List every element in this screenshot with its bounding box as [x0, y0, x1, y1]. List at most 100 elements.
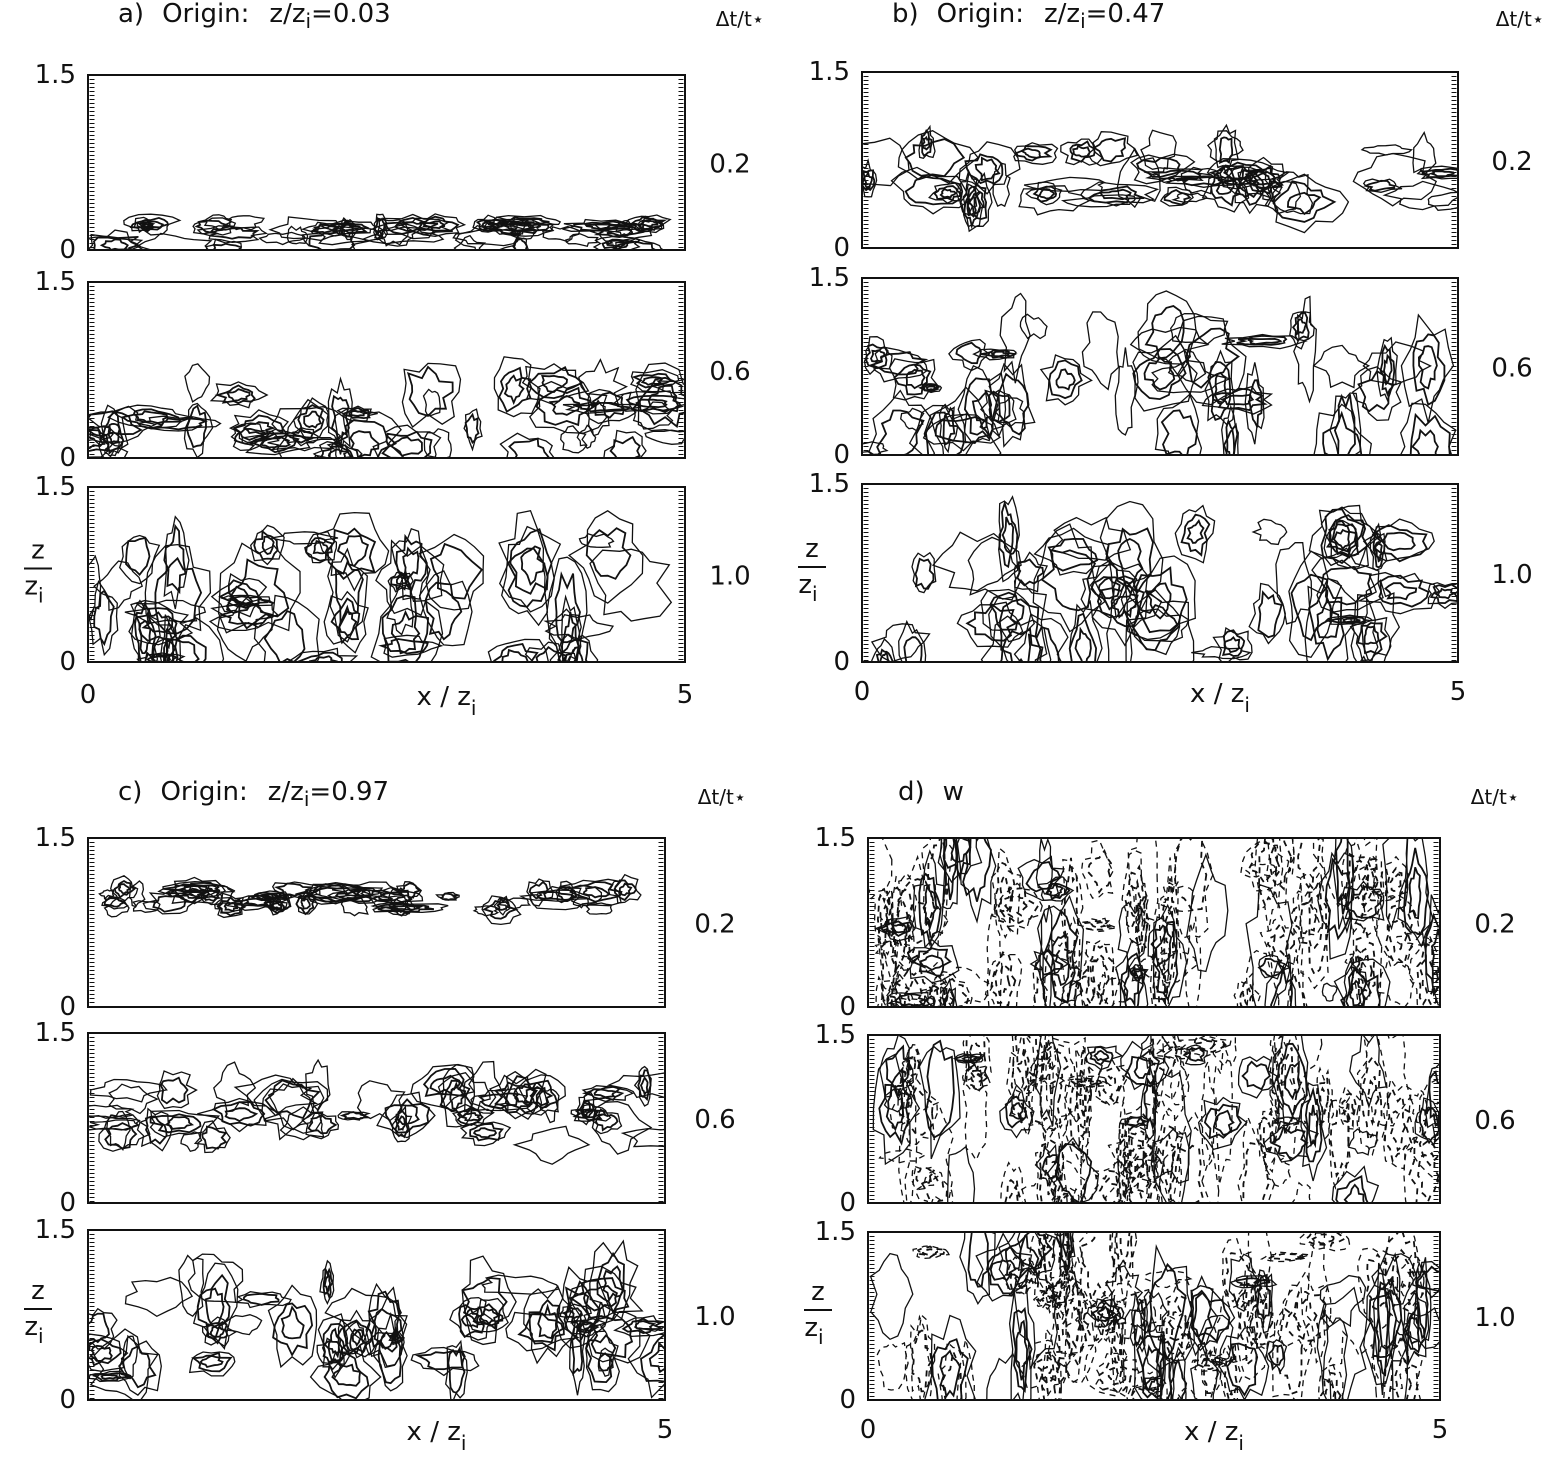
- contour-line: [1383, 582, 1418, 601]
- contour-line: [879, 1035, 914, 1101]
- contour-line: [1258, 1110, 1276, 1161]
- contour-line: [523, 1079, 559, 1109]
- contour-line: [218, 602, 275, 626]
- contour-line: [1389, 873, 1402, 893]
- contour-line: [1187, 1046, 1205, 1062]
- contour-line: [360, 226, 445, 245]
- contour-line: [579, 1108, 600, 1119]
- time-label: 1.0: [1474, 1303, 1515, 1333]
- text-part: x / z: [1190, 679, 1244, 709]
- contour-line: [166, 639, 200, 662]
- contour-line: [998, 598, 1042, 662]
- time-header: Δt/t⋆: [1471, 785, 1520, 809]
- contour-line: [603, 429, 647, 458]
- contour-line: [931, 1338, 969, 1400]
- contour-line: [449, 1296, 493, 1341]
- contour-line: [487, 638, 549, 662]
- contour-line: [1343, 852, 1376, 927]
- contour-line: [988, 362, 1036, 448]
- contour-line: [537, 1303, 558, 1340]
- contour-line: [201, 1125, 228, 1150]
- contour-line: [1004, 1177, 1024, 1203]
- contour-line: [903, 975, 927, 1007]
- contour-line: [1384, 903, 1414, 966]
- contour-line: [1340, 966, 1381, 1007]
- contour-line: [1237, 167, 1290, 189]
- plot-frame: [87, 281, 686, 459]
- contour-line: [1424, 912, 1440, 997]
- time-label: 0.6: [1474, 1106, 1515, 1136]
- contour-line: [937, 1340, 967, 1400]
- contour-line: [263, 609, 306, 662]
- contour-line: [258, 231, 307, 246]
- contour-line: [449, 1081, 467, 1111]
- contour-line: [322, 1267, 334, 1301]
- contour-line: [1135, 566, 1188, 634]
- contour-line: [1252, 1269, 1273, 1334]
- contour-line: [1363, 1252, 1409, 1386]
- y-tick-label: 1.5: [809, 57, 850, 87]
- contour-line: [1285, 1290, 1327, 1343]
- time-label: 0.2: [709, 150, 750, 180]
- contour-line: [205, 1321, 229, 1345]
- contour-line: [1023, 176, 1106, 192]
- contour-line: [535, 386, 595, 427]
- contour-line: [370, 902, 449, 914]
- panel-title: d) w: [898, 777, 964, 807]
- contour-line: [1039, 1294, 1054, 1305]
- contour-line: [1171, 838, 1214, 939]
- contour-line: [1434, 587, 1456, 600]
- contour-line: [472, 1303, 504, 1331]
- contour-line: [989, 591, 1025, 631]
- contour-line: [128, 880, 146, 908]
- contour-line: [204, 1287, 225, 1326]
- contour-line: [1236, 334, 1288, 346]
- text-part: =0.03: [311, 0, 391, 29]
- contour-line: [314, 885, 349, 899]
- contour-line: [1276, 1307, 1306, 1396]
- text-part: i: [305, 9, 311, 33]
- y-axis-label: zi: [804, 1313, 823, 1349]
- contour-line: [1385, 866, 1408, 900]
- contour-line: [1063, 857, 1080, 955]
- contour-line: [640, 376, 665, 386]
- contour-line: [1157, 1312, 1190, 1364]
- contour-line: [972, 348, 1017, 361]
- contour-line: [528, 380, 608, 434]
- contour-line: [511, 218, 535, 241]
- contour-line: [1043, 1233, 1069, 1308]
- contour-line: [1014, 1035, 1046, 1092]
- contour-line: [583, 1285, 618, 1312]
- contour-line: [1143, 1076, 1157, 1131]
- contour-line: [1185, 327, 1240, 389]
- contour-line: [1036, 1327, 1062, 1400]
- contour-line: [1125, 589, 1195, 662]
- contour-line: [1133, 1314, 1166, 1400]
- contour-line: [1061, 1104, 1085, 1203]
- contour-line: [942, 838, 958, 901]
- contour-line: [1332, 838, 1355, 935]
- contour-line: [1333, 393, 1356, 455]
- x-axis-label: x / zi: [1190, 679, 1250, 717]
- contour-line: [959, 1232, 996, 1305]
- contour-line: [1251, 518, 1288, 546]
- text-part: Origin:: [160, 777, 247, 807]
- contour-line: [1275, 542, 1313, 625]
- contour-line: [1201, 1059, 1218, 1167]
- contour-line: [1357, 1035, 1389, 1157]
- contour-line: [1411, 428, 1439, 455]
- contour-line: [191, 1351, 233, 1373]
- contour-line: [309, 1345, 382, 1400]
- contour-line: [1004, 1233, 1040, 1280]
- contour-line: [1001, 516, 1015, 555]
- contour-line: [606, 1072, 665, 1099]
- contour-line: [1276, 1042, 1308, 1119]
- contour-line: [356, 1080, 406, 1122]
- contour-line: [1394, 1354, 1413, 1400]
- contour-line: [1396, 1253, 1425, 1309]
- contour-line: [596, 1251, 625, 1315]
- time-label: 0.6: [694, 1105, 735, 1135]
- contour-line: [1102, 1073, 1121, 1100]
- contour-line: [1084, 942, 1115, 1007]
- contour-line: [1028, 1232, 1077, 1316]
